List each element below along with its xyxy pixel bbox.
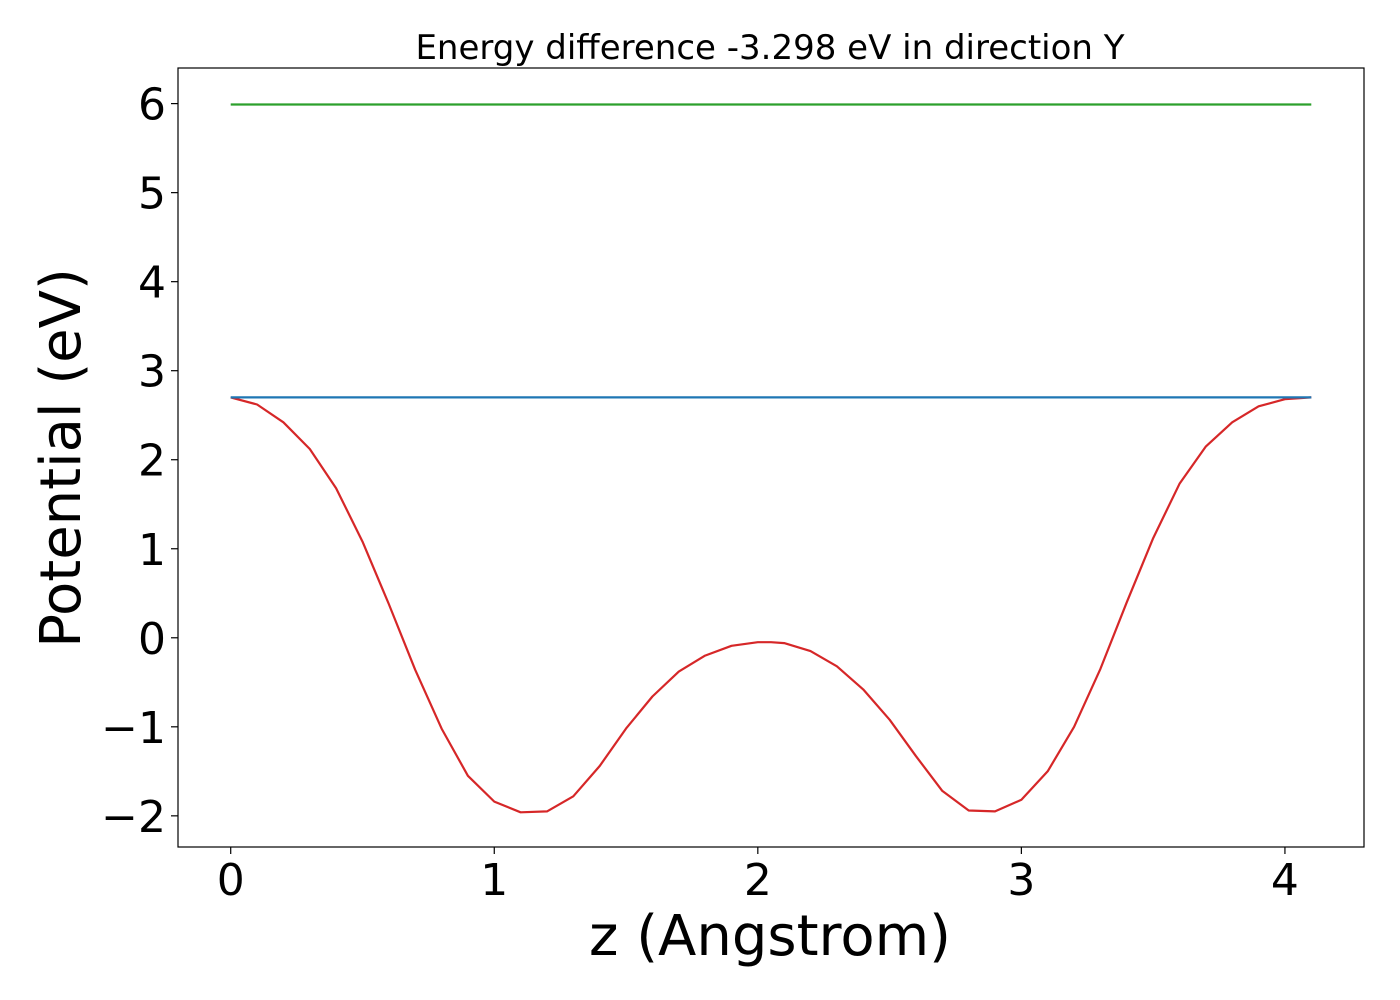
- y-tick-label: 0: [138, 614, 166, 665]
- y-tick-label: −1: [101, 703, 166, 754]
- x-tick-label: 4: [1271, 855, 1299, 906]
- chart-title: Energy difference -3.298 eV in direction…: [415, 28, 1124, 68]
- y-tick-label: 2: [138, 436, 166, 487]
- x-tick-label: 3: [1007, 855, 1035, 906]
- y-tick-label: 6: [138, 80, 166, 131]
- y-tick-label: 4: [138, 258, 166, 309]
- y-tick-label: −2: [101, 792, 166, 843]
- x-tick-label: 0: [217, 855, 245, 906]
- series-line-0: [230, 396, 1312, 814]
- plot-area-frame: [177, 67, 1365, 848]
- x-axis: 0 1 2 3 4: [217, 847, 1299, 906]
- series-layer: [230, 103, 1312, 814]
- y-axis-label: Potential (eV): [29, 268, 94, 648]
- x-axis-label: z (Angstrom): [589, 904, 951, 969]
- x-tick-label: 1: [480, 855, 508, 906]
- x-tick-label: 2: [744, 855, 772, 906]
- y-axis: −2 −1 0 1 2 3 4 5 6: [101, 80, 178, 843]
- y-tick-label: 1: [138, 525, 166, 576]
- y-tick-label: 5: [138, 169, 166, 220]
- y-tick-label: 3: [138, 347, 166, 398]
